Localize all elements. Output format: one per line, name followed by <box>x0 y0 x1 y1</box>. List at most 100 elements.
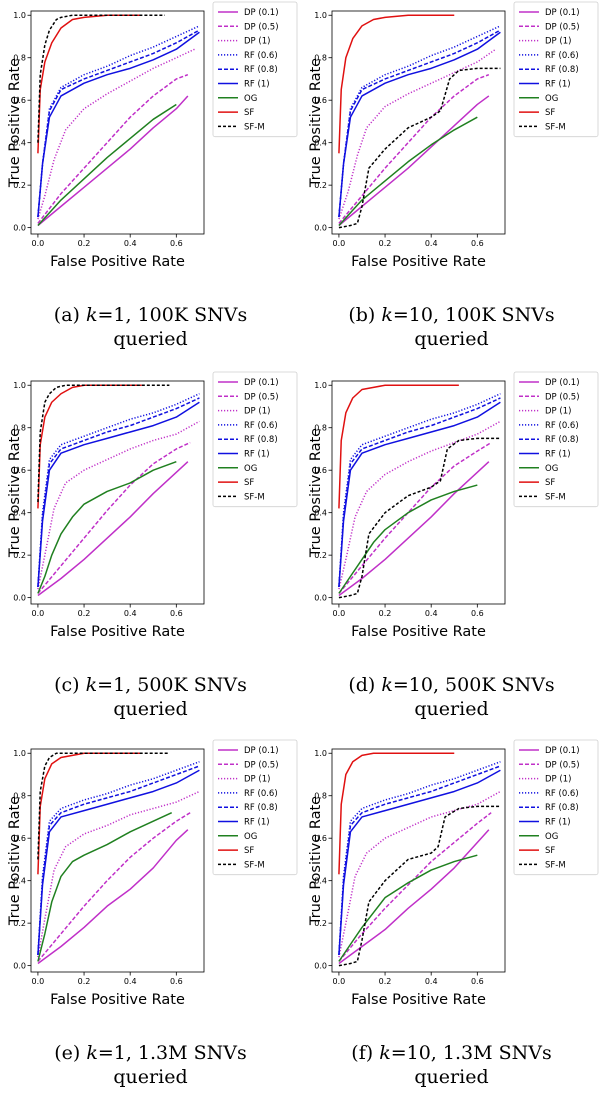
caption-prefix: (a) <box>53 304 86 326</box>
y-tick-label: 0.8 <box>314 792 327 801</box>
legend-label-dp-1: DP (1) <box>545 407 571 417</box>
legend-label-og: OG <box>244 832 257 842</box>
legend-label-rf-0-8: RF (0.8) <box>244 65 278 75</box>
caption-text: =10, 100K SNVs <box>392 304 555 326</box>
x-tick-label: 0.0 <box>333 977 346 986</box>
legend: DP (0.1) DP (0.5) DP (1) RF (0.6) RF (0.8) RF… <box>513 739 599 876</box>
y-tick-label: 0.8 <box>13 54 26 63</box>
series-line-dp-0-5 <box>338 441 492 594</box>
y-tick-label: 1.0 <box>314 11 327 20</box>
x-tick-label: 0.0 <box>32 239 45 248</box>
legend-label-sf-m: SF-M <box>545 860 566 870</box>
series-line-dp-0-5 <box>37 812 191 962</box>
y-tick-label: 1.0 <box>314 381 327 390</box>
x-tick-label: 0.4 <box>124 609 137 618</box>
y-tick-label: 1.0 <box>314 749 327 758</box>
y-tick-label: 0.8 <box>314 54 327 63</box>
series-line-rf-0-6 <box>37 761 200 956</box>
series-line-sf <box>37 752 142 875</box>
series-line-rf-1 <box>37 769 200 956</box>
legend-label-rf-1: RF (1) <box>545 80 571 90</box>
legend-label-rf-0-6: RF (0.6) <box>545 789 579 799</box>
y-tick-label: 0.4 <box>13 509 26 518</box>
caption-k: k <box>381 304 393 326</box>
caption-k: k <box>85 304 98 326</box>
x-tick-label: 0.2 <box>379 977 392 986</box>
roc-chart: 0.0 0.2 0.4 0.6 0.0 0.2 0.4 0.6 0.8 1.0 False Posi… <box>308 371 599 640</box>
caption-line2: queried <box>414 698 489 720</box>
series-line-sf-m <box>338 805 501 967</box>
legend-label-dp-1: DP (1) <box>545 37 571 47</box>
series-line-og <box>338 484 478 594</box>
legend: DP (0.1) DP (0.5) DP (1) RF (0.6) RF (0.8) RF… <box>513 1 599 138</box>
plot-frame <box>30 380 205 605</box>
series-line-sf-m <box>37 14 165 143</box>
x-axis-label: False Positive Rate <box>50 624 185 640</box>
chart-panel-5: 0.0 0.2 0.4 0.6 0.0 0.2 0.4 0.6 0.8 1.0 False Posi… <box>0 738 301 1106</box>
panel-caption: (c) k=1, 500K SNVs queried <box>0 673 301 721</box>
plot-frame <box>331 748 506 973</box>
x-tick-label: 0.2 <box>78 977 91 986</box>
y-tick-label: 0.4 <box>314 509 327 518</box>
series-line-og <box>338 854 478 962</box>
x-tick-label: 0.6 <box>170 239 183 248</box>
y-tick-label: 0.2 <box>314 551 327 560</box>
chart-panel-6: 0.0 0.2 0.4 0.6 0.0 0.2 0.4 0.6 0.8 1.0 False Posi… <box>301 738 602 1106</box>
x-tick-label: 0.4 <box>425 977 438 986</box>
series-line-sf <box>338 14 455 154</box>
series-line-rf-0-6 <box>338 393 501 588</box>
series-line-rf-0-6 <box>37 25 200 218</box>
x-tick-label: 0.6 <box>471 609 484 618</box>
chart-panel-1: 0.0 0.2 0.4 0.6 0.0 0.2 0.4 0.6 0.8 1.0 False Posi… <box>0 0 301 368</box>
y-tick-label: 0.0 <box>314 224 327 233</box>
y-tick-label: 1.0 <box>13 749 26 758</box>
legend-label-sf-m: SF-M <box>244 860 265 870</box>
chart-panel-4: 0.0 0.2 0.4 0.6 0.0 0.2 0.4 0.6 0.8 1.0 False Posi… <box>301 370 602 738</box>
series-line-og <box>37 103 177 227</box>
y-tick-label: 1.0 <box>13 381 26 390</box>
y-tick-label: 0.8 <box>13 424 26 433</box>
legend-label-og: OG <box>545 832 558 842</box>
panel-caption: (f) k=10, 1.3M SNVs queried <box>301 1041 602 1089</box>
series-line-dp-1 <box>37 420 200 590</box>
x-tick-label: 0.0 <box>333 609 346 618</box>
y-tick-label: 0.2 <box>314 181 327 190</box>
caption-text: =1, 500K SNVs <box>97 674 247 696</box>
y-axis-label: True Positive Rate <box>7 796 23 926</box>
legend-label-dp-1: DP (1) <box>244 37 270 47</box>
series-line-rf-1 <box>338 401 501 588</box>
y-tick-label: 0.6 <box>13 834 26 843</box>
legend-label-rf-0-6: RF (0.6) <box>545 421 579 431</box>
caption-text: =10, 1.3M SNVs <box>390 1042 552 1064</box>
x-tick-label: 0.6 <box>170 609 183 618</box>
series-line-dp-1 <box>338 48 497 220</box>
series-line-rf-0-6 <box>338 25 501 218</box>
legend-label-sf-m: SF-M <box>545 492 566 502</box>
series-line-dp-0-1 <box>338 95 490 227</box>
legend-label-rf-1: RF (1) <box>244 450 270 460</box>
legend-label-dp-0-5: DP (0.5) <box>545 22 580 32</box>
plot-frame <box>331 10 506 235</box>
series-line-rf-1 <box>338 31 501 218</box>
y-tick-label: 0.6 <box>13 466 26 475</box>
caption-k: k <box>85 674 98 696</box>
caption-line2: queried <box>113 1066 188 1088</box>
legend-label-dp-0-1: DP (0.1) <box>244 8 279 18</box>
legend-label-rf-1: RF (1) <box>545 818 571 828</box>
legend-label-rf-0-6: RF (0.6) <box>244 421 278 431</box>
y-tick-label: 0.4 <box>13 139 26 148</box>
caption-line2: queried <box>414 328 489 350</box>
series-line-dp-1 <box>37 790 200 958</box>
plot-frame <box>30 748 205 973</box>
legend-label-sf-m: SF-M <box>244 492 265 502</box>
legend-label-og: OG <box>244 94 257 104</box>
legend-label-rf-0-8: RF (0.8) <box>545 803 579 813</box>
caption-text: =1, 1.3M SNVs <box>97 1042 247 1064</box>
series-line-sf-m <box>338 437 501 599</box>
y-tick-label: 0.8 <box>314 424 327 433</box>
legend-label-dp-1: DP (1) <box>244 407 270 417</box>
series-line-rf-1 <box>37 31 200 218</box>
x-tick-label: 0.6 <box>471 977 484 986</box>
x-tick-label: 0.4 <box>425 239 438 248</box>
series-line-dp-0-1 <box>338 829 490 965</box>
